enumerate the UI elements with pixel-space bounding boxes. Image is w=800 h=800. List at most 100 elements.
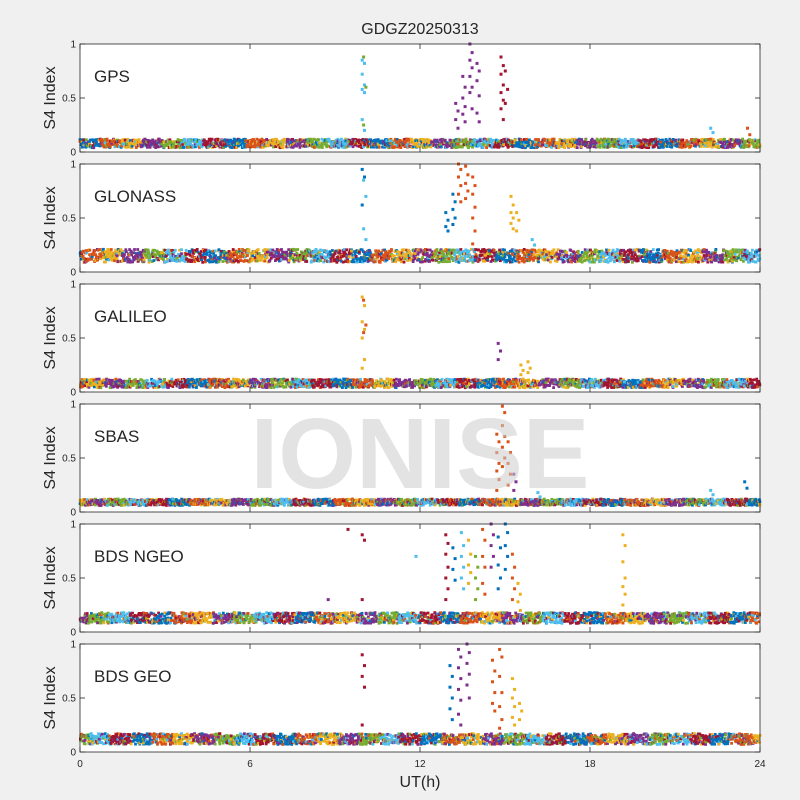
data-point xyxy=(354,255,358,258)
spike-point xyxy=(509,211,513,215)
panel-label: GLONASS xyxy=(94,187,176,206)
data-point xyxy=(657,248,660,251)
data-point xyxy=(694,144,697,148)
data-point xyxy=(106,139,109,143)
data-point xyxy=(103,141,107,144)
data-point xyxy=(280,248,283,251)
data-point xyxy=(381,145,384,149)
data-point xyxy=(498,248,501,252)
data-point xyxy=(298,143,301,147)
data-point xyxy=(672,141,676,144)
data-point xyxy=(680,144,684,148)
data-point xyxy=(182,259,185,262)
data-point xyxy=(366,141,370,145)
spike-point xyxy=(362,55,366,59)
data-point xyxy=(739,139,742,142)
data-point xyxy=(469,143,473,147)
data-point xyxy=(505,143,509,147)
data-point xyxy=(455,139,458,143)
spike-point xyxy=(464,181,468,185)
spike-point xyxy=(471,175,475,179)
data-point xyxy=(671,143,674,146)
data-point xyxy=(501,141,505,145)
data-point xyxy=(397,141,400,145)
data-point xyxy=(242,140,245,144)
data-point xyxy=(138,254,142,257)
data-point xyxy=(488,252,492,256)
baseline-points xyxy=(78,137,762,150)
data-point xyxy=(442,252,446,256)
data-point xyxy=(428,141,432,145)
data-point xyxy=(569,141,572,145)
data-point xyxy=(259,140,263,144)
spike-point xyxy=(511,216,515,220)
data-point xyxy=(711,138,715,141)
data-point xyxy=(612,260,616,264)
data-point xyxy=(157,258,160,262)
spike-point xyxy=(471,216,475,220)
data-point xyxy=(224,259,228,263)
data-point xyxy=(115,252,119,255)
spike-point xyxy=(362,123,366,127)
data-point xyxy=(133,138,137,142)
spike-point xyxy=(499,91,503,95)
spike-point xyxy=(499,72,503,76)
spike-point xyxy=(360,58,364,62)
data-point xyxy=(235,259,238,262)
data-point xyxy=(102,256,106,260)
data-point xyxy=(229,138,232,142)
data-point xyxy=(137,258,141,262)
data-point xyxy=(658,146,662,149)
data-point xyxy=(569,249,573,252)
data-point xyxy=(258,259,262,262)
data-point xyxy=(237,259,240,263)
data-point xyxy=(92,251,96,254)
spike-point xyxy=(446,218,450,222)
data-point xyxy=(225,256,229,260)
data-point xyxy=(369,138,373,142)
data-point xyxy=(139,140,143,144)
data-point xyxy=(420,138,424,141)
data-point xyxy=(490,139,494,142)
data-point xyxy=(206,141,210,145)
data-point xyxy=(562,260,566,263)
data-point xyxy=(281,138,284,142)
data-point xyxy=(535,143,539,146)
data-point xyxy=(246,254,249,257)
data-point xyxy=(737,254,741,257)
data-point xyxy=(522,248,526,251)
data-point xyxy=(229,253,233,257)
data-point xyxy=(524,144,528,147)
data-point xyxy=(741,137,744,141)
data-point xyxy=(636,144,639,148)
data-point xyxy=(333,252,337,256)
data-point xyxy=(636,141,640,145)
data-point xyxy=(526,140,530,144)
data-point xyxy=(410,137,413,141)
data-point xyxy=(148,141,152,145)
data-point xyxy=(101,254,104,258)
data-point xyxy=(383,145,387,149)
data-point xyxy=(448,260,451,263)
spike-point xyxy=(475,111,479,115)
data-point xyxy=(636,259,640,263)
spike-point xyxy=(464,164,468,168)
data-point xyxy=(627,260,630,263)
data-point xyxy=(81,254,85,258)
data-point xyxy=(723,139,726,143)
data-point xyxy=(282,250,286,254)
data-point xyxy=(344,145,348,149)
data-point xyxy=(132,251,136,255)
data-point xyxy=(399,146,403,149)
data-point xyxy=(503,248,506,252)
data-point xyxy=(309,137,313,141)
data-point xyxy=(516,141,520,145)
data-point xyxy=(375,143,378,147)
data-point xyxy=(307,143,310,147)
data-point xyxy=(109,250,112,254)
data-point xyxy=(212,249,216,253)
data-point xyxy=(195,248,199,251)
spike-point xyxy=(360,118,364,122)
data-point xyxy=(667,141,671,145)
data-point xyxy=(180,248,183,252)
